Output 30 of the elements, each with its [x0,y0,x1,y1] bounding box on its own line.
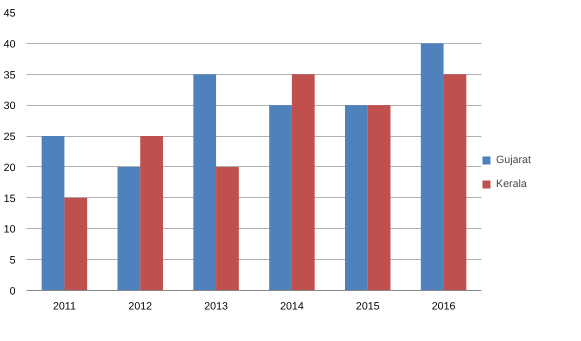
y-tick-label: 20 [4,162,16,174]
x-tick-label: 2016 [432,300,456,312]
bar [269,105,292,290]
y-tick-label: 45 [4,8,16,20]
y-tick-label: 30 [4,100,16,112]
legend-label: Kerala [496,178,527,190]
x-tick-label: 2014 [280,300,304,312]
x-tick-label: 2013 [204,300,228,312]
y-tick-label: 5 [10,254,16,267]
bar [216,166,239,290]
x-tick-label: 2011 [52,300,76,312]
y-tick-label: 40 [4,38,16,50]
bar [420,43,444,290]
bar [193,74,216,290]
bar [345,105,368,290]
y-tick-label: 10 [4,224,16,236]
bar [444,74,466,290]
y-tick-label: 35 [4,69,16,82]
y-tick-label: 25 [4,131,16,144]
x-tick-label: 2012 [128,300,152,312]
bar [118,166,140,290]
bar [64,198,88,290]
bar [140,136,163,290]
legend-label: Gujarat [496,154,531,166]
bar [368,105,390,290]
x-tick-label: 2015 [356,300,380,312]
y-tick-label: 0 [10,286,16,298]
bar [292,74,315,290]
y-tick-label: 15 [4,192,16,205]
bar [42,136,64,290]
